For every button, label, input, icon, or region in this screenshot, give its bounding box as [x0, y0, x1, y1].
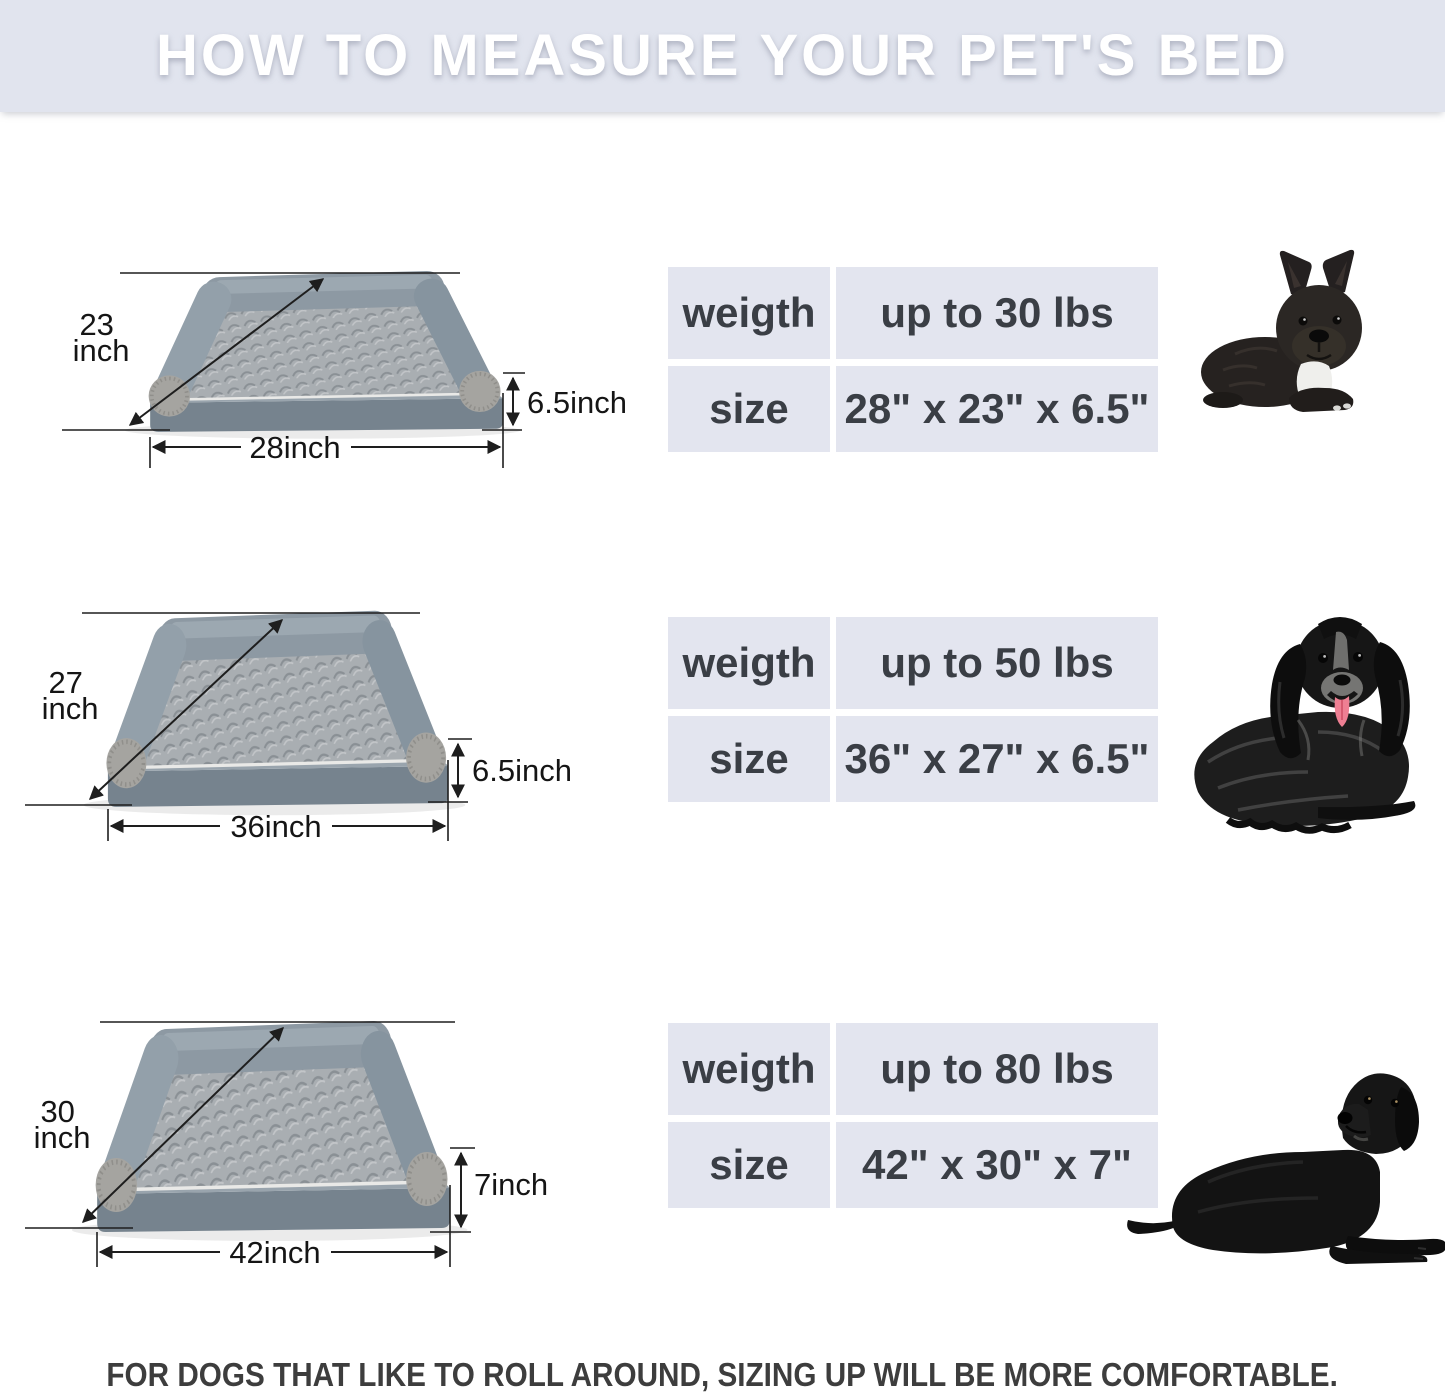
size-label-cell: size [668, 1122, 830, 1208]
width-label: 28inch [249, 430, 340, 465]
cocker-spaniel-photo [1194, 617, 1416, 834]
bed-illustration [72, 1035, 468, 1241]
size-label-cell: size [668, 366, 830, 452]
height-label: 6.5inch [527, 385, 627, 420]
bed-illustration [125, 282, 521, 439]
bed-diagram-medium: 27 inch 36inch 6.5inch [25, 585, 572, 844]
depth-label: 23 inch [73, 307, 130, 368]
bed-illustration [83, 624, 465, 815]
depth-arrow [81, 1027, 285, 1223]
height-label: 7inch [474, 1167, 548, 1202]
size-value-cell: 36" x 27" x 6.5" [836, 716, 1158, 802]
weight-value-cell: up to 80 lbs [836, 1023, 1158, 1115]
black-labrador-icon [1127, 1073, 1445, 1264]
page-title: HOW TO MEASURE YOUR PET'S BED [155, 23, 1290, 88]
header-banner: HOW TO MEASURE YOUR PET'S BED [0, 0, 1445, 112]
spec-table-large: weigth up to 80 lbs size 42" x 30" x 7" [668, 1023, 1158, 1208]
bed-diagram-large: 30 inch 42inch 7inch [25, 995, 548, 1270]
french-bulldog-photo [1201, 249, 1362, 412]
size-label-cell: size [668, 716, 830, 802]
black-labrador-photo [1127, 1073, 1445, 1264]
depth-label: 27 inch [42, 665, 99, 726]
spec-table-medium: weigth up to 50 lbs size 36" x 27" x 6.5… [668, 617, 1158, 802]
footer-note-bar: FOR DOGS THAT LIKE TO ROLL AROUND, SIZIN… [0, 1352, 1445, 1398]
size-value-cell: 42" x 30" x 7" [836, 1122, 1158, 1208]
width-label: 42inch [229, 1235, 320, 1270]
depth-arrow [128, 278, 325, 426]
weight-value-cell: up to 50 lbs [836, 617, 1158, 709]
weight-label-cell: weigth [668, 267, 830, 359]
bed-diagram-small: 23 inch 28inch 6.5inch [62, 245, 627, 468]
french-bulldog-icon [1201, 249, 1362, 412]
spec-table-small: weigth up to 30 lbs size 28" x 23" x 6.5… [668, 267, 1158, 452]
width-label: 36inch [230, 809, 321, 844]
height-label: 6.5inch [472, 753, 572, 788]
weight-label-cell: weigth [668, 1023, 830, 1115]
depth-arrow [88, 619, 284, 800]
weight-label-cell: weigth [668, 617, 830, 709]
cocker-spaniel-icon [1194, 617, 1416, 834]
size-value-cell: 28" x 23" x 6.5" [836, 366, 1158, 452]
depth-label: 30 inch [34, 1094, 91, 1155]
footer-note: FOR DOGS THAT LIKE TO ROLL AROUND, SIZIN… [106, 1356, 1339, 1393]
weight-value-cell: up to 30 lbs [836, 267, 1158, 359]
